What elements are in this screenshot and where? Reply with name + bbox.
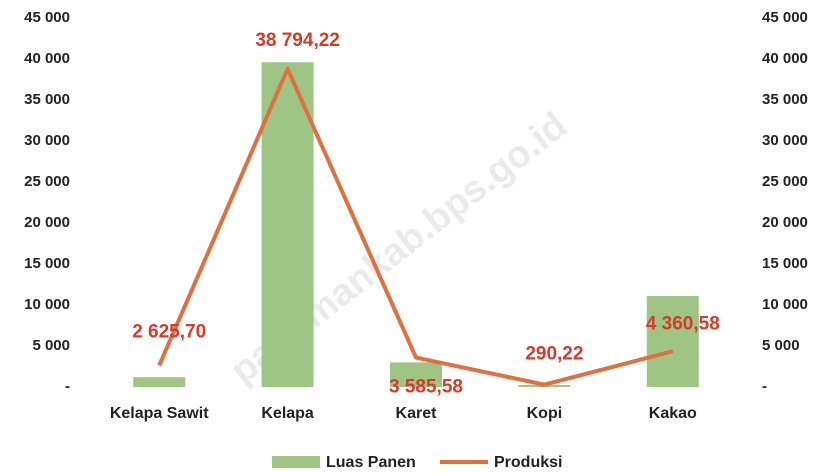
y-tick-label: 10 000 bbox=[24, 296, 70, 313]
x-tick-label: Kelapa Sawit bbox=[110, 405, 209, 422]
data-label: 2 625,70 bbox=[132, 321, 206, 342]
legend-label: Luas Panen bbox=[326, 454, 416, 471]
y2-tick-label: 35 000 bbox=[762, 91, 808, 108]
bar bbox=[133, 377, 186, 387]
bar bbox=[646, 295, 699, 387]
data-label: 38 794,22 bbox=[255, 30, 340, 51]
legend-swatch bbox=[272, 456, 320, 468]
y-tick-label: 15 000 bbox=[24, 255, 70, 272]
y-tick-label: 45 000 bbox=[24, 9, 70, 26]
line bbox=[157, 66, 674, 387]
y-tick-label: 30 000 bbox=[24, 132, 70, 149]
y2-tick-label: 10 000 bbox=[762, 296, 808, 313]
y-tick-label: 20 000 bbox=[24, 214, 70, 231]
y2-tick-label: 40 000 bbox=[762, 50, 808, 67]
legend-label: Produksi bbox=[494, 454, 562, 471]
y-tick-label: 35 000 bbox=[24, 91, 70, 108]
y2-tick-label: 15 000 bbox=[762, 255, 808, 272]
y2-tick-label: 5 000 bbox=[762, 337, 800, 354]
x-tick-label: Kelapa bbox=[261, 405, 314, 422]
x-tick-label: Kakao bbox=[649, 405, 697, 422]
x-tick-label: Kopi bbox=[527, 405, 563, 422]
y2-tick-label: 25 000 bbox=[762, 173, 808, 190]
y-tick-label: 25 000 bbox=[24, 173, 70, 190]
data-label: 3 585,58 bbox=[389, 377, 463, 398]
data-label: 290,22 bbox=[525, 344, 583, 365]
x-tick-label: Karet bbox=[396, 405, 438, 422]
y2-tick-label: - bbox=[762, 378, 767, 395]
data-label: 4 360,58 bbox=[646, 313, 720, 334]
bar bbox=[390, 362, 442, 387]
y2-tick-label: 30 000 bbox=[762, 132, 808, 149]
y-tick-label: 5 000 bbox=[32, 337, 70, 354]
y-tick-label: - bbox=[65, 378, 70, 395]
bar bbox=[261, 62, 314, 387]
y-tick-label: 40 000 bbox=[24, 50, 70, 67]
y2-tick-label: 45 000 bbox=[762, 9, 808, 26]
y2-tick-label: 20 000 bbox=[762, 214, 808, 231]
